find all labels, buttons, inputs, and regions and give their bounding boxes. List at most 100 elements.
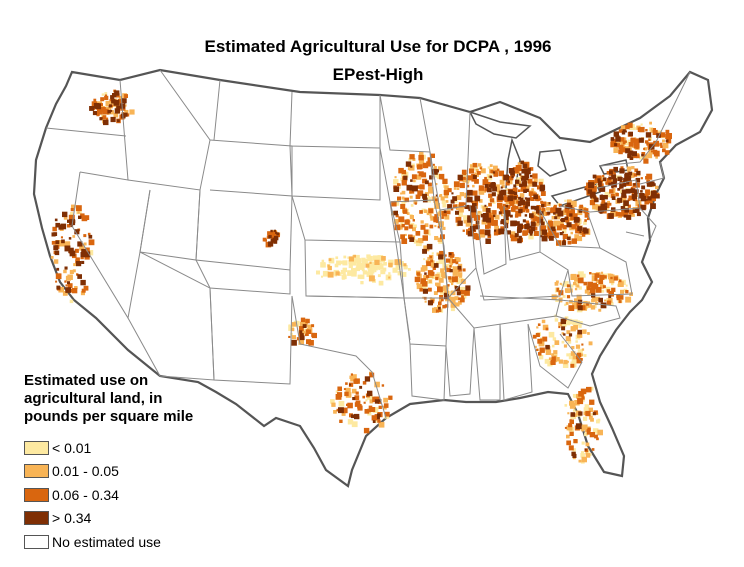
county-fill-mid <box>73 263 77 267</box>
county-fill-darkest <box>55 222 60 228</box>
county-fill-light <box>388 259 394 266</box>
county-fill-dark <box>374 396 380 402</box>
county-fill-light <box>450 307 455 312</box>
county-fill-dark <box>512 205 516 209</box>
county-fill-light <box>567 340 572 344</box>
county-fill-darkest <box>68 237 72 240</box>
county-fill-dark <box>645 176 649 180</box>
county-fill-dark <box>362 395 365 399</box>
county-fill-darkest <box>613 131 619 137</box>
county-fill-darkest <box>518 200 522 205</box>
county-fill-darkest <box>617 188 620 191</box>
county-fill-darkest <box>338 407 344 414</box>
county-fill-mid <box>655 185 659 190</box>
county-fill-dark <box>429 255 433 259</box>
county-fill-dark <box>516 200 520 204</box>
county-fill-darkest <box>349 383 352 386</box>
county-fill-dark <box>402 209 408 214</box>
county-fill-mid <box>600 271 604 274</box>
county-fill-darkest <box>638 137 644 143</box>
county-fill-darkest <box>56 285 61 290</box>
county-fill-light <box>570 284 574 288</box>
county-fill-darkest <box>555 207 562 214</box>
county-fill-darkest <box>114 90 120 96</box>
county-fill-mid <box>423 275 428 280</box>
county-fill-mid <box>582 329 587 334</box>
county-fill-light <box>351 268 357 274</box>
county-fill-dark <box>646 142 649 146</box>
county-fill-dark <box>458 202 464 208</box>
county-fill-mid <box>483 220 488 225</box>
county-fill-dark <box>589 399 595 405</box>
legend-swatch-high <box>24 511 49 526</box>
county-fill-mid <box>551 294 557 300</box>
county-fill-darkest <box>500 186 503 189</box>
county-fill-darkest <box>621 189 627 194</box>
county-fill-light <box>434 173 440 178</box>
county-fill-dark <box>55 280 58 283</box>
county-fill-dark <box>665 129 670 134</box>
county-fill-dark <box>618 144 624 150</box>
county-fill-dark <box>577 277 584 284</box>
county-fill-mid <box>403 263 407 267</box>
county-fill-dark <box>412 219 415 222</box>
county-fill-mid <box>450 302 457 308</box>
legend: Estimated use on agricultural land, in p… <box>24 372 244 554</box>
county-fill-mid <box>567 425 573 431</box>
county-fill-darkest <box>65 287 71 293</box>
county-fill-dark <box>584 212 590 218</box>
county-fill-light <box>605 286 611 292</box>
county-fill-light <box>343 255 347 259</box>
county-fill-dark <box>441 298 444 302</box>
county-fill-dark <box>514 214 519 218</box>
county-fill-darkest <box>352 397 356 401</box>
county-fill-dark <box>585 410 591 417</box>
county-fill-dark <box>420 224 426 230</box>
county-fill-darkest <box>651 190 656 195</box>
county-fill-dark <box>622 141 626 145</box>
county-fill-darkest <box>438 306 441 310</box>
county-fill-dark <box>532 334 537 339</box>
county-fill-light <box>337 272 342 276</box>
legend-heading-line-3: pounds per square mile <box>24 408 194 425</box>
county-fill-darkest <box>615 136 621 142</box>
county-fill-dark <box>567 240 572 245</box>
county-fill-dark <box>100 103 103 106</box>
county-fill-dark <box>346 403 349 406</box>
county-fill-dark <box>459 182 465 189</box>
county-fill-dark <box>644 199 650 205</box>
county-fill-darkest <box>541 229 547 235</box>
county-fill-dark <box>75 205 82 212</box>
county-fill-dark <box>547 220 554 227</box>
county-fill-darkest <box>560 219 563 222</box>
county-fill-mid <box>496 188 501 192</box>
county-fill-darkest <box>545 344 550 350</box>
county-fill-darkest <box>565 204 570 209</box>
county-fill-dark <box>589 199 596 206</box>
county-fill-dark <box>620 137 625 142</box>
county-fill-darkest <box>617 176 622 181</box>
county-fill-darkest <box>536 209 540 214</box>
county-fill-mid <box>406 212 410 215</box>
county-fill-mid <box>453 187 457 190</box>
county-fill-mid <box>558 359 563 364</box>
county-fill-dark <box>537 338 543 344</box>
county-fill-dark <box>484 176 487 180</box>
county-fill-dark <box>630 137 636 143</box>
county-fill-darkest <box>123 101 127 104</box>
county-fill-light <box>431 252 434 255</box>
county-fill-dark <box>564 426 567 429</box>
county-fill-darkest <box>300 336 304 340</box>
county-fill-mid <box>500 214 503 217</box>
county-fill-light <box>435 261 439 264</box>
county-fill-dark <box>628 195 634 201</box>
legend-swatch-mid-low <box>24 464 49 479</box>
county-fill-darkest <box>55 240 60 245</box>
county-fill-mid <box>404 233 407 236</box>
county-fill-mid <box>413 200 418 204</box>
county-fill-light <box>321 275 323 278</box>
county-fill-mid <box>398 225 403 230</box>
county-fill-mid <box>569 400 574 406</box>
county-fill-dark <box>468 227 471 230</box>
county-fill-dark <box>422 178 427 184</box>
